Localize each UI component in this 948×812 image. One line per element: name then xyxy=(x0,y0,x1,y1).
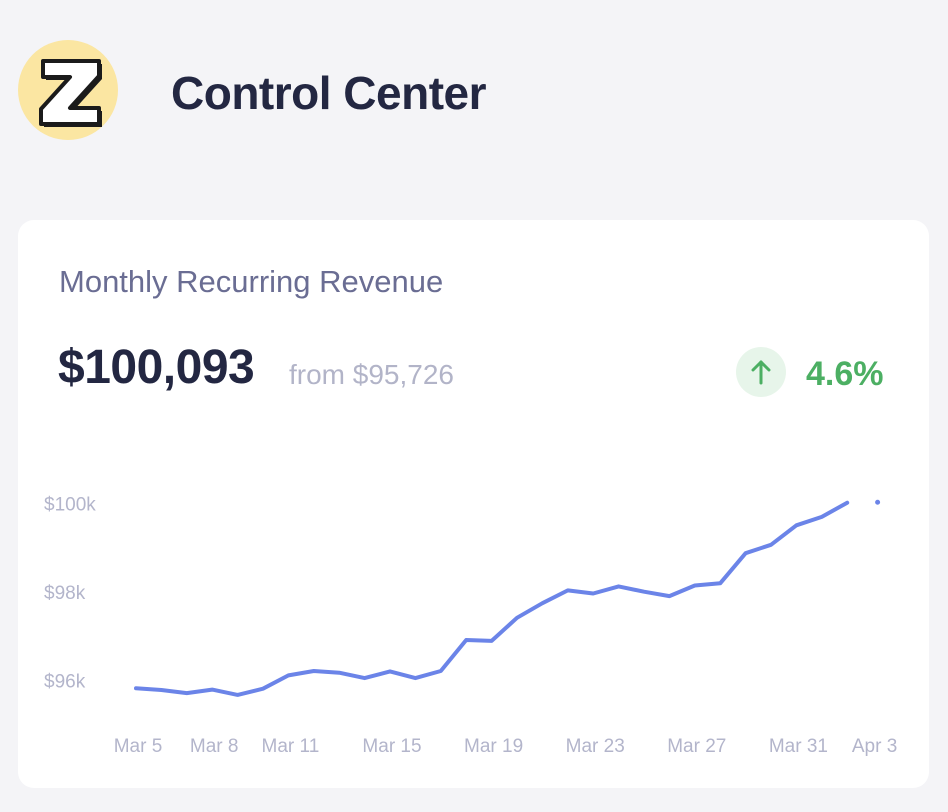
header: Control Center xyxy=(0,0,948,190)
x-tick-label: Mar 27 xyxy=(667,736,726,757)
metric-previous-value: from $95,726 xyxy=(289,359,454,390)
x-tick-label: Mar 8 xyxy=(190,736,239,757)
projected-point xyxy=(875,499,881,505)
trend-badge xyxy=(736,347,786,397)
mrr-line-chart: $96k $98k $100k Mar 5 Mar 8 Mar 11 Mar 15 Mar 1… xyxy=(44,495,897,757)
metric-value: $100,093 xyxy=(58,341,255,394)
arrow-up-icon xyxy=(751,360,771,385)
mrr-card: Monthly Recurring Revenue $100,093 from … xyxy=(18,220,929,788)
x-tick-label: Mar 11 xyxy=(262,736,320,757)
y-tick-label: $96k xyxy=(44,672,86,693)
x-tick-label: Mar 19 xyxy=(464,736,523,757)
x-tick-label: Mar 23 xyxy=(566,736,625,757)
app-logo[interactable] xyxy=(18,40,118,140)
trend-percentage: 4.6% xyxy=(806,355,884,393)
x-tick-label: Apr 3 xyxy=(852,736,897,757)
page-title: Control Center xyxy=(171,67,487,119)
y-tick-label: $100k xyxy=(44,495,96,516)
card-title: Monthly Recurring Revenue xyxy=(59,264,444,299)
y-tick-label: $98k xyxy=(44,583,86,604)
x-tick-label: Mar 15 xyxy=(362,736,421,757)
x-tick-label: Mar 5 xyxy=(114,736,163,757)
z-logo-icon xyxy=(39,59,102,127)
series-line-mrr xyxy=(134,500,850,697)
x-tick-label: Mar 31 xyxy=(769,736,828,757)
